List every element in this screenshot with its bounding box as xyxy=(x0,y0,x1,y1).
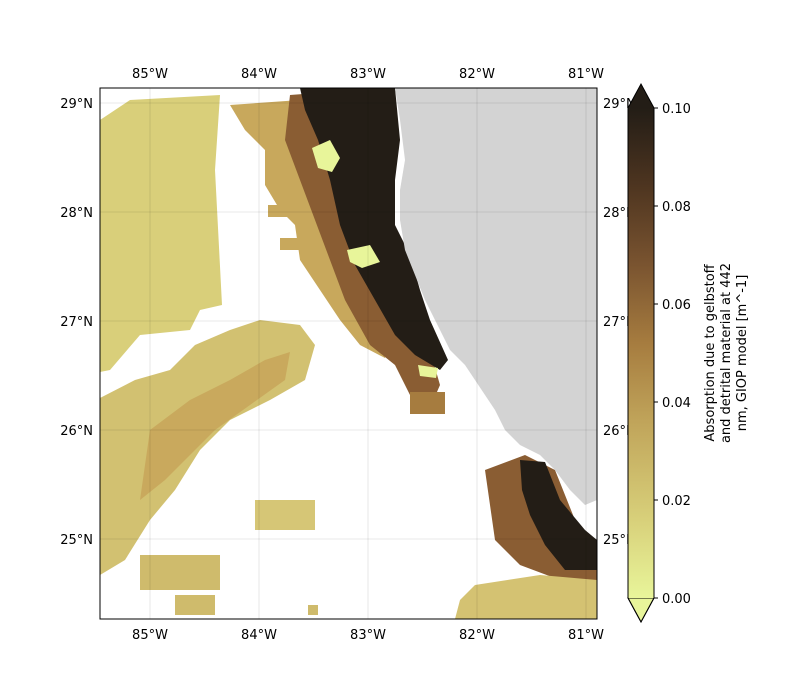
lon-tick-label: 84°W xyxy=(241,628,277,643)
land-florida xyxy=(395,88,597,505)
colorbar-tick-label: 0.04 xyxy=(662,396,691,411)
data-field-west xyxy=(100,95,222,372)
colorbar-ticks xyxy=(654,107,658,599)
lon-tick-label: 84°W xyxy=(241,67,277,82)
lat-ticks-left: 29°N 28°N 27°N 26°N 25°N xyxy=(60,97,93,548)
colorbar-tick-label: 0.06 xyxy=(662,298,691,313)
data-field-south-edge xyxy=(455,575,597,619)
lon-tick-label: 82°W xyxy=(459,67,495,82)
lat-tick-label: 27°N xyxy=(60,315,93,330)
lon-tick-label: 85°W xyxy=(132,67,168,82)
colorbar-label-line: nm, GIOP model [m^-1] xyxy=(735,275,750,432)
data-patch xyxy=(410,392,445,414)
colorbar: 0.00 0.02 0.04 0.06 0.08 0.10 Absorption… xyxy=(627,82,750,624)
data-field-highlight-mid xyxy=(347,245,380,268)
colorbar-tick-label: 0.00 xyxy=(662,592,691,607)
colorbar-extend-min xyxy=(627,597,655,624)
data-patch xyxy=(140,555,220,590)
colorbar-tick-label: 0.02 xyxy=(662,494,691,509)
data-field-highlight-south xyxy=(418,365,438,378)
lat-tick-label: 28°N xyxy=(60,206,93,221)
data-patch xyxy=(268,205,288,217)
data-field-highlight-north xyxy=(312,140,340,172)
colorbar-tick-label: 0.08 xyxy=(662,200,691,215)
data-patch xyxy=(308,605,318,615)
colorbar-extend-max xyxy=(628,84,654,108)
gridlines xyxy=(100,88,597,619)
lat-tick-label: 29°N xyxy=(60,97,93,112)
map-frame xyxy=(99,87,598,620)
data-patch xyxy=(255,500,315,530)
colorbar-label-line: and detrital material at 442 xyxy=(719,263,734,443)
lon-tick-label: 81°W xyxy=(568,628,604,643)
colorbar-gradient xyxy=(628,108,654,598)
data-field-southeast-dark xyxy=(520,460,597,570)
map-panel: 85°W 84°W 83°W 82°W 81°W 85°W 84°W 83°W … xyxy=(60,67,636,643)
colorbar-label: Absorption due to gelbstoff and detrital… xyxy=(703,263,750,443)
data-field-southwest-mid xyxy=(140,352,290,500)
lon-tick-label: 81°W xyxy=(568,67,604,82)
lat-tick-label: 25°N xyxy=(60,533,93,548)
lat-tick-label: 26°N xyxy=(60,424,93,439)
lon-tick-label: 83°W xyxy=(350,628,386,643)
lon-ticks-bottom: 85°W 84°W 83°W 82°W 81°W xyxy=(132,628,604,643)
lon-tick-label: 85°W xyxy=(132,628,168,643)
lon-ticks-top: 85°W 84°W 83°W 82°W 81°W xyxy=(132,67,604,82)
data-patch xyxy=(175,595,215,615)
lon-tick-label: 82°W xyxy=(459,628,495,643)
colorbar-label-line: Absorption due to gelbstoff xyxy=(703,263,718,441)
lon-tick-label: 83°W xyxy=(350,67,386,82)
colorbar-tick-label: 0.10 xyxy=(662,102,691,117)
data-patch xyxy=(280,238,305,250)
